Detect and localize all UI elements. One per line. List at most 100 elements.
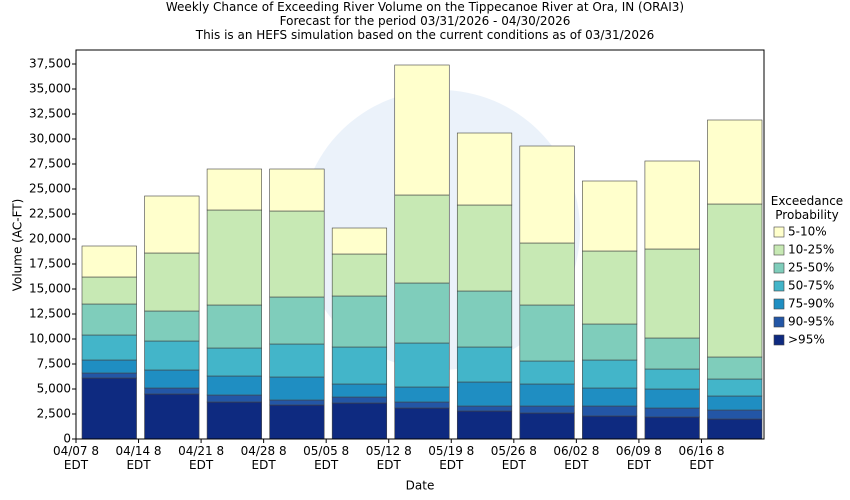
legend-swatch [773, 262, 785, 274]
legend-swatch [773, 316, 785, 328]
bar-segment [394, 401, 450, 409]
bar-segment [707, 356, 763, 380]
bar-segment [582, 415, 638, 440]
legend-label: 10-25% [788, 243, 834, 257]
y-tick-label: 22,500 [29, 207, 71, 221]
legend-swatch [773, 280, 785, 292]
bar-segment [206, 347, 262, 377]
chart-title: Weekly Chance of Exceeding River Volume … [165, 0, 685, 14]
bar-segment [456, 405, 513, 412]
bar-segment [81, 377, 137, 440]
bar-segment [394, 407, 450, 440]
bar-segment [269, 296, 325, 345]
bar-segment [331, 295, 388, 348]
bar-segment [394, 64, 450, 196]
bar-segment [582, 250, 638, 325]
legend-swatch [773, 298, 785, 310]
x-tick-label: 05/19 8 EDT [428, 444, 475, 472]
bar-segment [582, 405, 638, 417]
y-tick-label: 5,000 [37, 382, 71, 396]
legend-swatch [773, 226, 785, 238]
bar-segment [206, 394, 262, 403]
bar-segment [331, 402, 388, 440]
bar-segment [644, 337, 700, 370]
bar-segment [331, 346, 388, 385]
bar-segment [144, 393, 200, 440]
x-tick-label: 05/12 8 EDT [365, 444, 412, 472]
bar-segment [456, 290, 513, 348]
y-tick-label: 27,500 [29, 157, 71, 171]
bar-segment [519, 412, 575, 440]
legend-label: 90-95% [788, 315, 834, 329]
bar-segment [707, 203, 763, 358]
legend-label: 50-75% [788, 279, 834, 293]
bar-segment [456, 381, 513, 407]
x-tick-label: 04/28 8 EDT [240, 444, 287, 472]
bar-segment [394, 386, 450, 403]
bar-segment [394, 342, 450, 388]
bar-segment [144, 310, 200, 342]
bar-segment [707, 119, 763, 205]
x-axis-label: Date [406, 479, 435, 493]
bar-segment [331, 227, 388, 255]
chart-title: This is an HEFS simulation based on the … [195, 28, 655, 42]
bar-segment [707, 418, 763, 440]
bar-segment [707, 378, 763, 397]
bar-segment [81, 276, 137, 305]
bar-segment [519, 360, 575, 385]
bar-segment [269, 376, 325, 401]
bar-segment [519, 405, 575, 414]
x-tick-label: 06/02 8 EDT [553, 444, 600, 472]
bar-segment [644, 416, 700, 440]
y-tick-label: 17,500 [29, 257, 71, 271]
bar-segment [81, 245, 137, 278]
y-tick-label: 15,000 [29, 282, 71, 296]
y-tick-label: 30,000 [29, 132, 71, 146]
y-tick-label: 37,500 [29, 57, 71, 71]
chart-title: Forecast for the period 03/31/2026 - 04/… [279, 14, 571, 28]
x-tick-label: 05/05 8 EDT [303, 444, 350, 472]
bar-segment [206, 375, 262, 396]
bar-segment [456, 204, 513, 292]
bar-segment [144, 369, 200, 389]
bar-segment [582, 180, 638, 252]
bar-segment [144, 195, 200, 254]
bar-segment [206, 209, 262, 306]
bar-segment [81, 303, 137, 336]
bar-segment [81, 372, 137, 379]
y-tick-label: 35,000 [29, 82, 71, 96]
bar-segment [269, 399, 325, 406]
legend-swatch [773, 334, 785, 346]
bar-segment [644, 368, 700, 390]
legend-title: Exceedance Probability [770, 194, 844, 222]
plot-frame [75, 49, 765, 440]
bar-segment [269, 343, 325, 378]
bar-segment [206, 168, 262, 211]
y-tick-label: 0 [63, 432, 71, 446]
legend-label: 5-10% [788, 225, 827, 239]
legend-label: 25-50% [788, 261, 834, 275]
bar-segment [582, 323, 638, 361]
x-tick-label: 04/21 8 EDT [178, 444, 225, 472]
bar-segment [644, 407, 700, 418]
bar-segment [644, 160, 700, 250]
bar-segment [582, 359, 638, 389]
x-tick-label: 04/14 8 EDT [115, 444, 162, 472]
bar-segment [269, 404, 325, 440]
bar-segment [269, 210, 325, 298]
bar-segment [707, 395, 763, 411]
bar-segment [144, 387, 200, 395]
legend-label: 75-90% [788, 297, 834, 311]
legend-swatch [773, 244, 785, 256]
x-tick-label: 06/09 8 EDT [615, 444, 662, 472]
y-tick-label: 32,500 [29, 107, 71, 121]
bar-segment [519, 242, 575, 306]
y-tick-label: 2,500 [37, 407, 71, 421]
x-tick-label: 05/26 8 EDT [490, 444, 537, 472]
bar-segment [456, 410, 513, 440]
bar-segment [644, 388, 700, 409]
bar-segment [81, 334, 137, 361]
bar-segment [144, 252, 200, 312]
